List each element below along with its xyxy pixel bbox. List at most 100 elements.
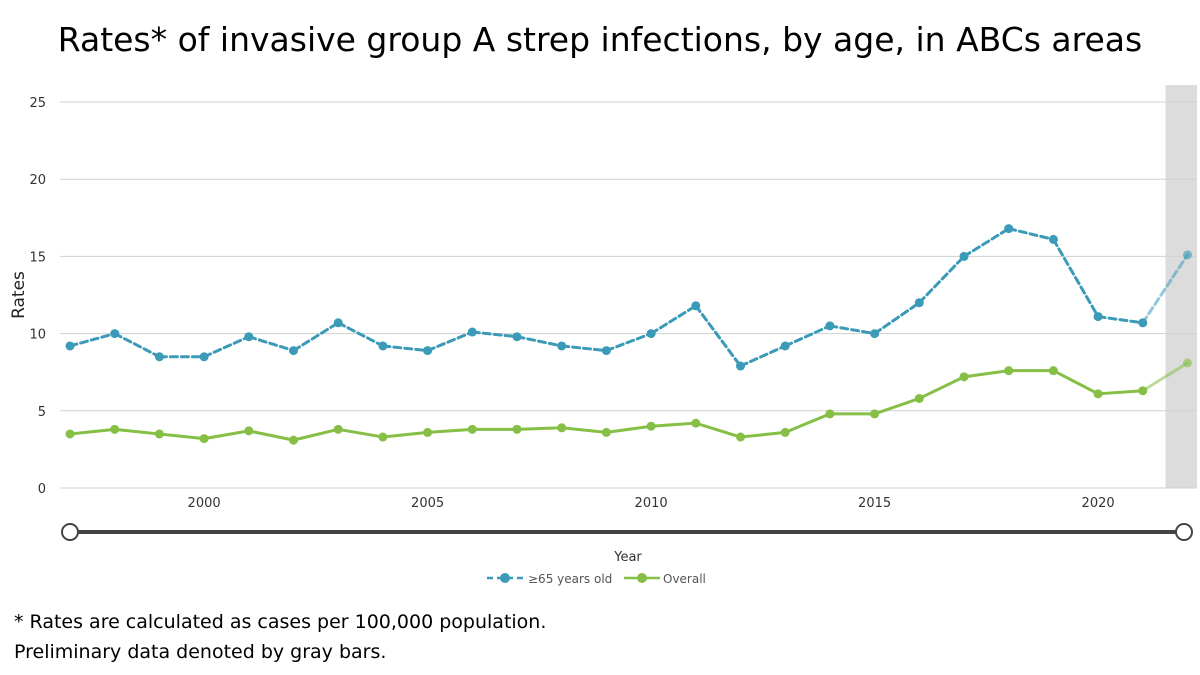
series-segment — [1096, 315, 1145, 325]
data-point-2020[interactable] — [1093, 312, 1103, 322]
data-point-2012[interactable] — [736, 361, 745, 371]
series-segment — [1096, 389, 1145, 396]
series-segment — [336, 427, 385, 439]
data-point-2017[interactable] — [959, 251, 969, 261]
data-point-2000[interactable] — [199, 434, 209, 444]
data-point-2020[interactable] — [1093, 389, 1103, 399]
x-tick-label-2005: 2005 — [411, 496, 444, 511]
data-point-2006[interactable] — [467, 424, 477, 434]
data-point-2002[interactable] — [289, 346, 298, 356]
data-point-2010[interactable] — [646, 329, 656, 339]
series-65-plus — [65, 224, 1192, 371]
series-segment — [247, 429, 295, 442]
series-segment — [292, 427, 340, 442]
data-point-1999[interactable] — [154, 352, 164, 362]
data-point-2019[interactable] — [1048, 234, 1058, 244]
series-segment — [649, 304, 698, 336]
data-series — [65, 224, 1192, 445]
data-point-2014[interactable] — [825, 409, 835, 419]
series-segment — [381, 344, 430, 353]
data-point-2005[interactable] — [423, 427, 433, 437]
data-point-2018[interactable] — [1004, 224, 1014, 234]
x-tick-label-2020: 2020 — [1082, 496, 1115, 511]
range-slider-right-handle[interactable] — [1175, 523, 1193, 541]
data-point-2013[interactable] — [780, 427, 790, 437]
y-tick-label-10: 10 — [29, 328, 46, 343]
legend-item-overall[interactable]: Overall — [624, 572, 706, 586]
data-point-2007[interactable] — [512, 424, 522, 434]
series-segment — [515, 335, 564, 348]
data-point-1998[interactable] — [110, 424, 120, 434]
series-segment — [694, 304, 742, 368]
data-point-2021[interactable] — [1138, 386, 1148, 396]
data-point-2015[interactable] — [870, 409, 880, 419]
data-point-2001[interactable] — [244, 426, 254, 436]
y-tick-label-25: 25 — [29, 96, 46, 111]
series-segment — [1007, 227, 1055, 241]
data-point-2008[interactable] — [557, 423, 567, 433]
data-point-2004[interactable] — [378, 341, 388, 351]
data-point-2018[interactable] — [1004, 366, 1014, 376]
data-point-2010[interactable] — [646, 421, 656, 431]
series-segment — [113, 427, 161, 436]
data-point-2002[interactable] — [289, 435, 298, 445]
data-point-1999[interactable] — [154, 429, 164, 439]
legend-item-65-plus[interactable]: ≥65 years old — [487, 572, 612, 586]
data-point-2006[interactable] — [467, 327, 477, 337]
data-point-2017[interactable] — [959, 372, 969, 382]
data-point-2012[interactable] — [736, 432, 745, 442]
data-point-2016[interactable] — [914, 393, 924, 403]
series-segment — [739, 344, 787, 368]
series-segment — [962, 227, 1011, 258]
legend-65-plus-marker-icon — [500, 573, 510, 583]
data-point-2022[interactable] — [1183, 358, 1192, 368]
data-point-2009[interactable] — [601, 427, 611, 437]
series-segment — [426, 330, 474, 353]
data-point-2013[interactable] — [780, 341, 790, 351]
series-overall — [65, 358, 1192, 445]
series-segment — [783, 412, 832, 434]
data-point-2001[interactable] — [244, 332, 254, 342]
data-point-2008[interactable] — [557, 341, 567, 351]
data-point-2019[interactable] — [1048, 366, 1058, 376]
data-point-2003[interactable] — [333, 318, 343, 328]
data-point-2015[interactable] — [870, 329, 880, 339]
data-point-2004[interactable] — [378, 432, 388, 442]
series-segment — [68, 332, 117, 348]
series-segment — [694, 421, 742, 439]
data-point-2014[interactable] — [825, 321, 835, 331]
y-axis-tick-labels: 0 5 10 15 20 25 — [29, 96, 46, 497]
range-slider[interactable] — [61, 523, 1193, 541]
data-point-1997[interactable] — [65, 429, 75, 439]
line-chart: 0 5 10 15 20 25 2000 2005 2010 2015 2020 Rates Ye… — [9, 85, 1197, 586]
y-tick-label-20: 20 — [29, 173, 46, 188]
x-axis-tick-labels: 2000 2005 2010 2015 2020 — [188, 496, 1115, 511]
range-slider-left-handle[interactable] — [61, 523, 79, 541]
data-point-2009[interactable] — [601, 346, 611, 356]
x-tick-label-2000: 2000 — [188, 496, 221, 511]
series-segment — [604, 424, 653, 434]
data-point-1997[interactable] — [65, 341, 75, 351]
x-axis-title: Year — [613, 550, 642, 565]
footnote-preliminary: Preliminary data denoted by gray bars. — [14, 641, 387, 663]
data-point-2000[interactable] — [199, 352, 209, 362]
y-tick-label-0: 0 — [38, 482, 46, 497]
data-point-2005[interactable] — [423, 346, 433, 356]
data-point-2011[interactable] — [691, 418, 701, 428]
series-segment — [157, 432, 206, 441]
series-segment — [1051, 369, 1100, 396]
data-point-2003[interactable] — [333, 424, 343, 434]
legend-65-plus-label: ≥65 years old — [528, 572, 612, 586]
data-point-2007[interactable] — [512, 332, 522, 342]
series-segment — [292, 321, 340, 353]
series-segment — [515, 426, 564, 431]
data-point-2022[interactable] — [1183, 250, 1192, 260]
data-point-1998[interactable] — [110, 329, 120, 339]
legend-overall-label: Overall — [663, 572, 706, 586]
legend-overall-marker-icon — [637, 573, 647, 583]
y-axis-title: Rates — [9, 271, 29, 319]
x-tick-label-2010: 2010 — [635, 496, 668, 511]
data-point-2011[interactable] — [691, 301, 701, 311]
data-point-2021[interactable] — [1138, 318, 1148, 328]
data-point-2016[interactable] — [914, 298, 924, 308]
